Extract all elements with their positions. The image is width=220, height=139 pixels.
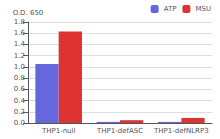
svg-text:1.2: 1.2 [14, 52, 25, 60]
svg-text:ATP: ATP [164, 5, 177, 13]
svg-text:MSU: MSU [195, 5, 211, 13]
svg-text:0.0: 0.0 [14, 119, 25, 127]
svg-text:0.2: 0.2 [14, 108, 25, 116]
svg-text:THP1-null: THP1-null [41, 127, 76, 135]
svg-text:1.8: 1.8 [14, 18, 25, 26]
svg-text:0.4: 0.4 [14, 97, 26, 105]
svg-text:THP1-defASC: THP1-defASC [96, 127, 143, 135]
svg-text:THP1-defNLRP3: THP1-defNLRP3 [153, 127, 209, 135]
svg-text:0.6: 0.6 [14, 85, 26, 93]
svg-text:1.4: 1.4 [14, 40, 26, 48]
svg-text:1.0: 1.0 [14, 63, 25, 71]
svg-text:1.6: 1.6 [14, 29, 26, 37]
svg-text:O.D. 650: O.D. 650 [13, 9, 44, 17]
svg-text:0.8: 0.8 [14, 74, 25, 82]
